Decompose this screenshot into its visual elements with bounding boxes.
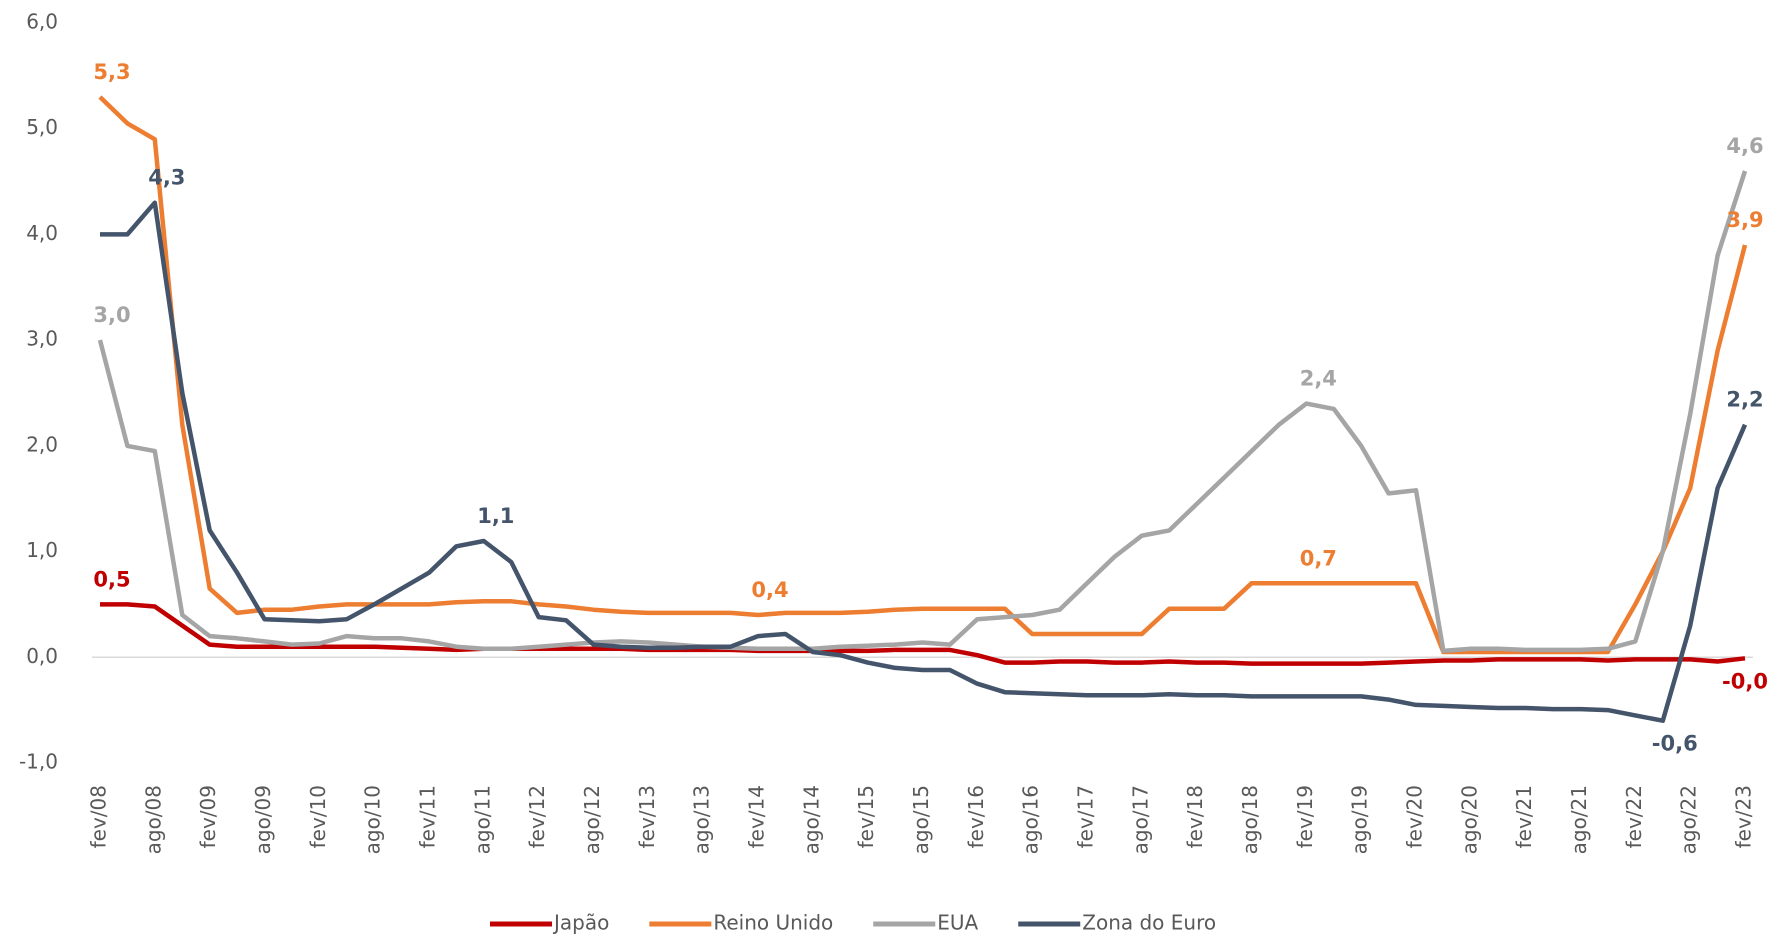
series-line bbox=[98, 95, 1748, 655]
x-tick-label: fev/19 bbox=[1293, 785, 1317, 848]
x-tick-label: ago/19 bbox=[1348, 785, 1372, 854]
x-tick-label: fev/12 bbox=[525, 785, 549, 848]
x-tick-label: fev/10 bbox=[306, 785, 330, 848]
legend-label: Reino Unido bbox=[713, 911, 833, 935]
data-label: 2,4 bbox=[1300, 367, 1337, 391]
y-tick-label: -1,0 bbox=[19, 750, 58, 774]
legend-label: EUA bbox=[937, 911, 978, 935]
x-tick-label: ago/14 bbox=[799, 785, 823, 854]
x-tick-label: fev/22 bbox=[1622, 785, 1646, 848]
data-label: 3,0 bbox=[93, 303, 130, 327]
x-tick-label: ago/15 bbox=[909, 785, 933, 854]
x-tick-label: fev/15 bbox=[854, 785, 878, 848]
x-tick-label: fev/20 bbox=[1403, 785, 1427, 848]
data-label: 0,4 bbox=[751, 578, 788, 602]
series-line bbox=[100, 602, 1746, 666]
series-line bbox=[97, 170, 1748, 654]
data-label: 2,2 bbox=[1726, 388, 1763, 412]
y-tick-label: 1,0 bbox=[26, 538, 58, 562]
x-tick-label: fev/23 bbox=[1732, 785, 1756, 848]
x-tick-label: fev/09 bbox=[196, 785, 220, 848]
data-label: 3,9 bbox=[1726, 208, 1763, 232]
x-tick-label: fev/18 bbox=[1183, 785, 1207, 848]
legend-label: Zona do Euro bbox=[1082, 911, 1216, 935]
data-label: 4,3 bbox=[148, 166, 185, 190]
y-tick-label: 3,0 bbox=[26, 327, 58, 351]
x-tick-label: fev/11 bbox=[416, 785, 440, 848]
x-tick-label: ago/09 bbox=[251, 785, 275, 854]
x-tick-label: ago/10 bbox=[361, 785, 385, 854]
x-tick-label: fev/14 bbox=[745, 785, 769, 848]
y-tick-label: 6,0 bbox=[26, 10, 58, 34]
data-label: -0,0 bbox=[1722, 669, 1768, 693]
series-line bbox=[100, 200, 1748, 723]
legend-label: Japão bbox=[552, 911, 609, 935]
x-tick-label: ago/22 bbox=[1677, 785, 1701, 854]
data-label: 1,1 bbox=[477, 504, 514, 528]
data-label: -0,6 bbox=[1652, 732, 1698, 756]
data-label: 5,3 bbox=[93, 60, 130, 84]
y-tick-label: 2,0 bbox=[26, 432, 58, 456]
x-tick-label: ago/21 bbox=[1567, 785, 1591, 854]
y-tick-label: 4,0 bbox=[26, 221, 58, 245]
data-label: 0,7 bbox=[1300, 546, 1337, 570]
x-tick-label: fev/08 bbox=[87, 785, 111, 848]
x-tick-label: fev/13 bbox=[635, 785, 659, 848]
x-tick-label: fev/21 bbox=[1512, 785, 1536, 848]
data-label: 4,6 bbox=[1726, 134, 1763, 158]
x-tick-label: ago/13 bbox=[690, 785, 714, 854]
y-tick-label: 5,0 bbox=[26, 115, 58, 139]
x-tick-label: ago/08 bbox=[141, 785, 165, 854]
x-tick-label: ago/16 bbox=[1019, 785, 1043, 854]
x-tick-label: ago/17 bbox=[1128, 785, 1152, 854]
data-label: 0,5 bbox=[93, 567, 130, 591]
x-tick-label: ago/12 bbox=[580, 785, 604, 854]
x-tick-label: ago/18 bbox=[1238, 785, 1262, 854]
x-tick-label: fev/16 bbox=[964, 785, 988, 848]
x-tick-label: ago/20 bbox=[1457, 785, 1481, 854]
x-tick-label: ago/11 bbox=[470, 785, 494, 854]
y-tick-label: 0,0 bbox=[26, 644, 58, 668]
x-tick-label: fev/17 bbox=[1074, 785, 1098, 848]
